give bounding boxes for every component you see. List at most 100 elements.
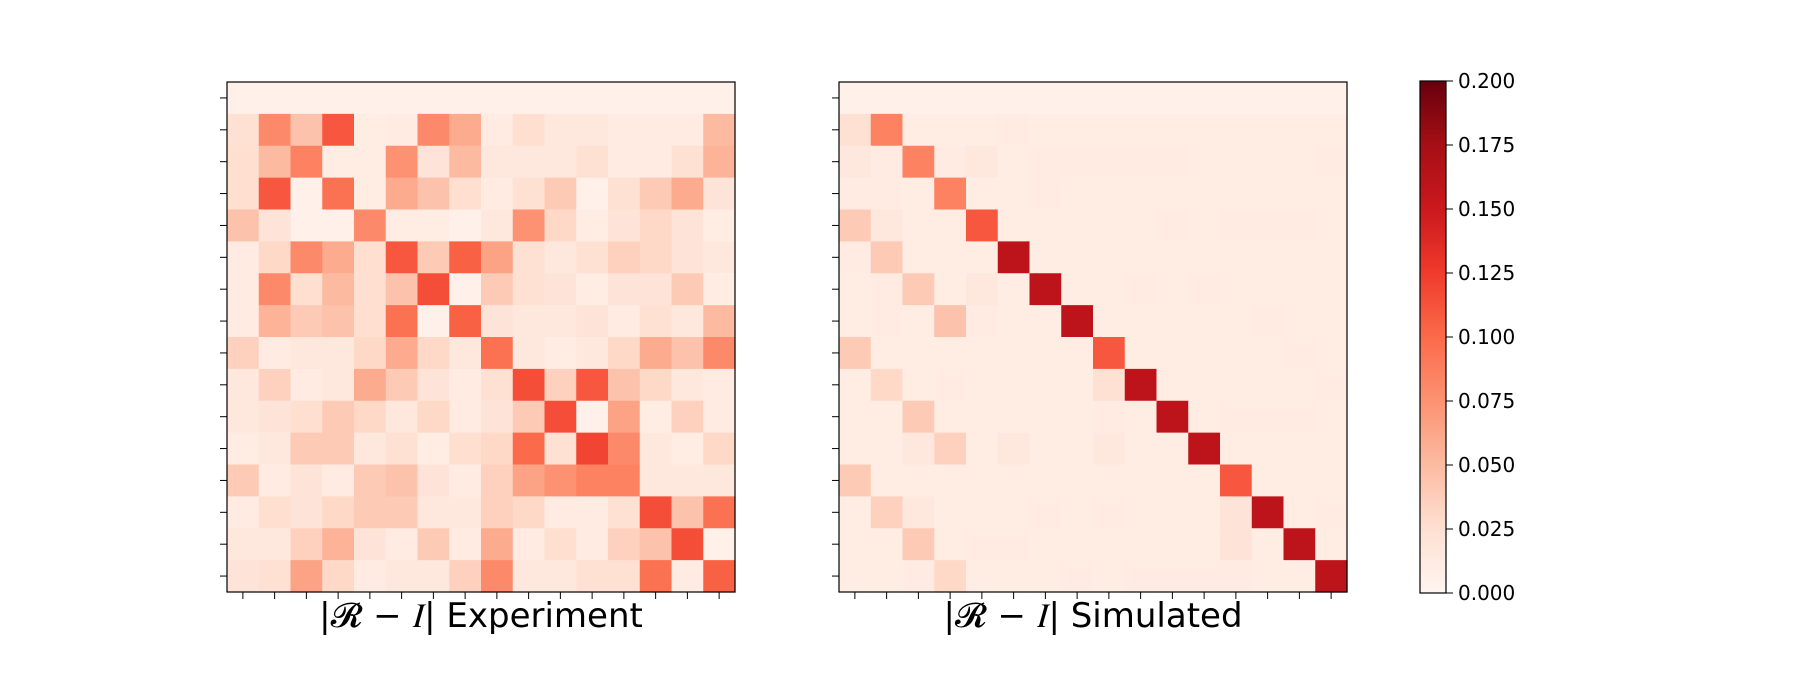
heatmap-cell	[258, 560, 292, 593]
heatmap-cell	[544, 305, 577, 338]
heatmap-cell	[290, 464, 323, 497]
heatmap-cell	[354, 464, 387, 497]
heatmap-cell	[1156, 432, 1189, 466]
heatmap-cell	[870, 432, 904, 466]
heatmap-cell	[322, 305, 355, 338]
heatmap-cell	[481, 113, 514, 147]
heatmap-cell	[839, 368, 872, 402]
heatmap-cell	[997, 241, 1031, 274]
heatmap-cell	[1283, 82, 1316, 115]
heatmap-cell	[417, 560, 450, 593]
heatmap-cell	[449, 337, 482, 370]
heatmap-cell	[966, 528, 999, 561]
heatmap-cell	[481, 496, 514, 529]
heatmap-cell	[1061, 496, 1094, 529]
heatmap-cell	[1029, 82, 1062, 115]
heatmap-cell	[1156, 82, 1189, 115]
heatmap-cell	[608, 337, 641, 370]
heatmap-cell	[1283, 337, 1316, 370]
heatmap-cell	[1188, 273, 1221, 306]
heatmap-cell	[902, 305, 935, 338]
heatmap-cell	[322, 145, 355, 179]
heatmap-cell	[290, 432, 323, 466]
heatmap-cell	[1156, 528, 1189, 561]
heatmap-cell	[290, 273, 323, 306]
heatmap-cell	[703, 560, 736, 593]
heatmap-experiment: |𝓡 − 𝐼| Experiment	[220, 81, 736, 636]
heatmap-cell	[703, 305, 736, 338]
heatmap-cell	[839, 496, 872, 529]
heatmap-cell	[290, 496, 323, 529]
heatmap-cell	[1093, 177, 1126, 211]
heatmap-cell	[322, 337, 355, 370]
heatmap-cell	[449, 177, 482, 211]
heatmap-cell	[258, 368, 292, 402]
heatmap-cell	[544, 528, 577, 561]
heatmap-cell	[544, 145, 577, 179]
heatmap-cell	[544, 273, 577, 306]
heatmap-cell	[1283, 368, 1316, 402]
heatmap-cell	[1029, 496, 1062, 529]
heatmap-cell	[1315, 464, 1348, 497]
heatmap-cell	[997, 177, 1031, 211]
heatmap-cell	[639, 113, 673, 147]
heatmap-cell	[1156, 177, 1189, 211]
heatmap-cell	[671, 177, 704, 211]
heatmap-cell	[671, 496, 704, 529]
heatmap-cell	[966, 273, 999, 306]
heatmap-cell	[1188, 432, 1221, 466]
heatmap-cell	[512, 560, 546, 593]
heatmap-cell	[512, 305, 546, 338]
heatmap-cell	[576, 82, 609, 115]
heatmap-cell	[385, 464, 419, 497]
heatmap-cell	[1124, 496, 1158, 529]
colorbar-gradient	[1419, 80, 1447, 594]
heatmap-cell	[1283, 432, 1316, 466]
heatmap-cell	[703, 400, 736, 434]
colorbar-tick-label: 0.150	[1458, 197, 1515, 221]
heatmap-cell	[576, 241, 609, 274]
heatmap-cell	[512, 464, 546, 497]
heatmap-cell	[902, 209, 935, 242]
heatmap-cell	[449, 113, 482, 147]
heatmap-cell	[608, 241, 641, 274]
heatmap-cell	[1156, 560, 1189, 593]
heatmap-cell	[258, 305, 292, 338]
heatmap-cell	[1315, 113, 1348, 147]
heatmap-cell	[608, 82, 641, 115]
heatmap-cell	[481, 82, 514, 115]
heatmap-cell	[512, 337, 546, 370]
heatmap-cell	[1156, 209, 1189, 242]
heatmap-cell	[481, 241, 514, 274]
heatmap-cell	[354, 368, 387, 402]
heatmap-cell	[1061, 145, 1094, 179]
heatmap-cell	[1315, 496, 1348, 529]
heatmap-cell	[1283, 560, 1316, 593]
heatmap-cell	[870, 560, 904, 593]
heatmap-cell	[997, 464, 1031, 497]
heatmap-cell	[839, 82, 872, 115]
heatmap-cell	[608, 305, 641, 338]
heatmap-cell	[1156, 145, 1189, 179]
heatmap-cell	[417, 432, 450, 466]
heatmap-cell	[934, 368, 967, 402]
heatmap-cell	[1093, 113, 1126, 147]
heatmap-cell	[1220, 432, 1253, 466]
plot-frame	[226, 81, 736, 593]
heatmap-cell	[227, 82, 260, 115]
heatmap-cell	[290, 337, 323, 370]
heatmap-cell	[703, 241, 736, 274]
heatmap-cell	[934, 273, 967, 306]
heatmap-cell	[966, 432, 999, 466]
heatmap-cell	[1188, 145, 1221, 179]
heatmap-cell	[1156, 400, 1189, 434]
heatmap-cell	[1124, 560, 1158, 593]
heatmap-cell	[1188, 464, 1221, 497]
heatmap-cell	[1093, 496, 1126, 529]
heatmap-cell	[1124, 145, 1158, 179]
heatmap-cell	[1156, 113, 1189, 147]
heatmap-cell	[354, 177, 387, 211]
heatmap-cell	[449, 82, 482, 115]
heatmap-cell	[481, 145, 514, 179]
heatmap-cell	[1093, 82, 1126, 115]
